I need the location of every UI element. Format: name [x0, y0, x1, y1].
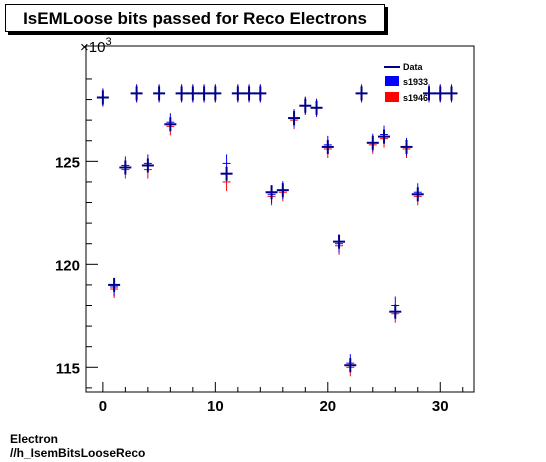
plot-frame: [85, 45, 475, 393]
y-exponent-label: ×103: [80, 36, 112, 56]
legend-label-s1946: s1946: [403, 93, 428, 103]
legend: Data s1933 s1946: [384, 62, 428, 103]
histogram-path-label: //h_IsemBitsLooseReco: [10, 446, 146, 460]
x-tick-label: 0: [99, 398, 107, 415]
y-tick-label: 125: [55, 154, 80, 171]
chart-title: IsEMLoose bits passed for Reco Electrons: [23, 9, 367, 28]
legend-swatch-s1933: [385, 76, 399, 86]
legend-swatch-s1946: [385, 92, 399, 102]
axes: 0 10 20 30 115 120 125: [55, 78, 464, 415]
data-marks: [96, 84, 458, 377]
plot-area: 0 10 20 30 115 120 125 ×103 Data s1933 s1946: [55, 36, 475, 415]
y-tick-label: 120: [55, 257, 80, 274]
footer-label: Electron: [10, 432, 59, 446]
legend-label-s1933: s1933: [403, 77, 428, 87]
x-tick-label: 10: [207, 398, 224, 415]
x-tick-label: 30: [432, 398, 449, 415]
legend-label-data: Data: [403, 62, 424, 72]
x-tick-label: 20: [319, 398, 336, 415]
chart-title-box: IsEMLoose bits passed for Reco Electrons: [5, 4, 385, 32]
y-tick-label: 115: [56, 360, 80, 377]
